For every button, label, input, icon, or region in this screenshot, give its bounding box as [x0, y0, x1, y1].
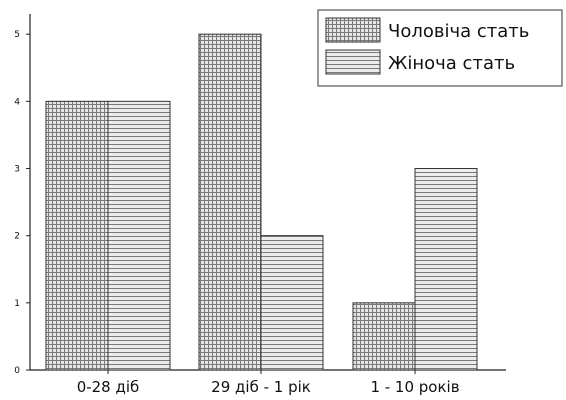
plot-area: 0 1 2 3 4 5 0-28 діб 29 діб - 1 рік 1 - 10 років: [14, 14, 506, 396]
bar-male-2: [352, 302, 416, 371]
bar-female-0: [107, 100, 171, 371]
bar-male-0: [45, 100, 109, 371]
y-tick-label: 2: [14, 232, 20, 242]
legend-label-female: Жіноча стать: [388, 53, 515, 74]
legend: Чоловіча стать Жіноча стать: [317, 9, 563, 87]
legend-swatch-female: [325, 49, 381, 75]
y-tick-label: 0: [14, 366, 20, 376]
y-tick-label: 5: [14, 30, 20, 40]
y-tick-label: 4: [14, 97, 20, 107]
x-category-label: 0-28 діб: [77, 378, 140, 396]
bar-male-1: [198, 33, 262, 371]
bar-female-1: [260, 235, 324, 371]
y-tick-label: 1: [14, 299, 20, 309]
x-category-label: 29 діб - 1 рік: [211, 378, 311, 396]
x-category-label: 1 - 10 років: [370, 378, 459, 396]
legend-label-male: Чоловіча стать: [388, 21, 529, 42]
bar-female-2: [414, 167, 478, 371]
y-tick-label: 3: [14, 164, 20, 174]
legend-swatch-male: [325, 17, 381, 43]
